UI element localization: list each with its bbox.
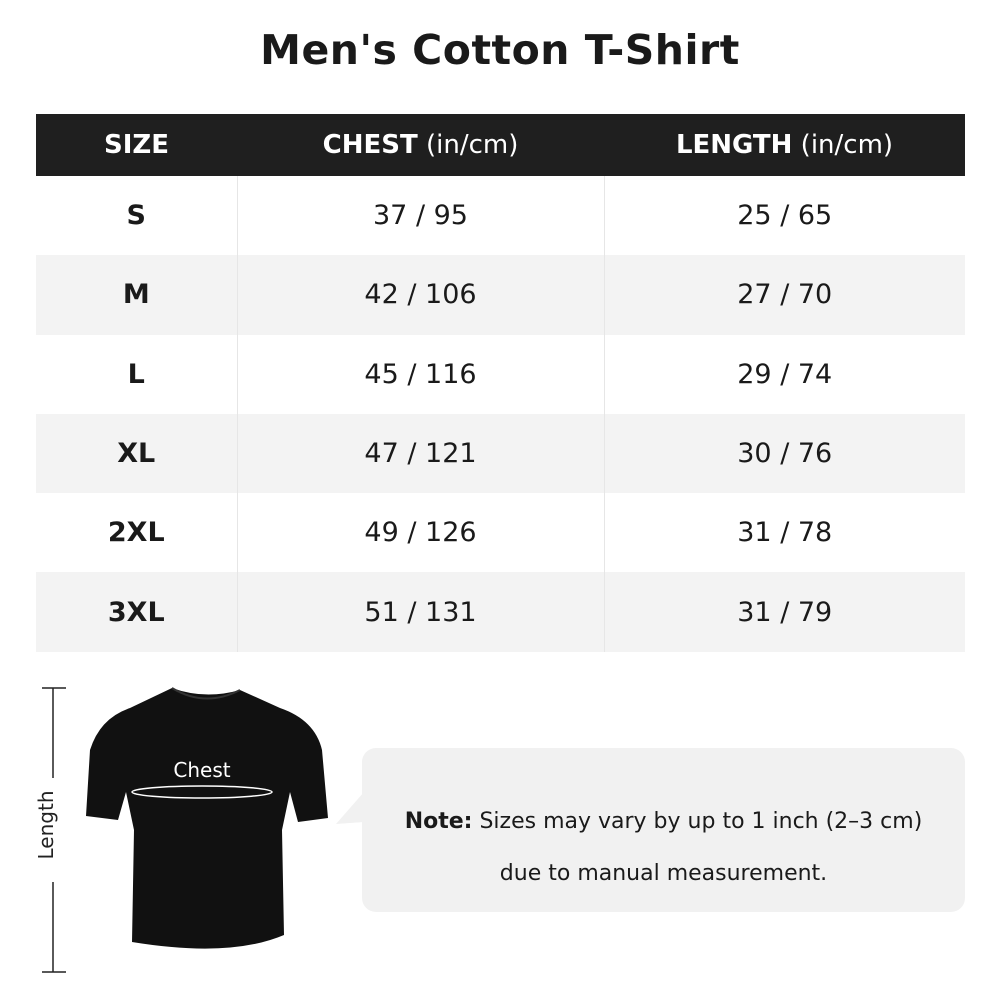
cell-size: S bbox=[36, 176, 238, 256]
cell-chest: 45 / 116 bbox=[237, 334, 605, 414]
header-size: SIZE bbox=[36, 114, 237, 176]
length-ruler: Length bbox=[34, 687, 66, 973]
cell-length: 31 / 78 bbox=[737, 517, 833, 549]
cell-chest: 51 / 131 bbox=[237, 572, 605, 652]
page-title: Men's Cotton T-Shirt bbox=[260, 26, 740, 74]
length-label: Length bbox=[34, 791, 58, 860]
cell-size: M bbox=[36, 255, 238, 335]
table-row: 3XL 51 / 131 31 / 79 bbox=[36, 572, 965, 652]
table-header-row: SIZE CHEST (in/cm) LENGTH (in/cm) bbox=[36, 114, 965, 176]
chest-label: Chest bbox=[173, 758, 230, 782]
cell-chest: 37 / 95 bbox=[237, 176, 605, 256]
cell-size: L bbox=[36, 334, 238, 414]
cell-chest: 47 / 121 bbox=[237, 413, 605, 494]
cell-length: 30 / 76 bbox=[604, 413, 965, 494]
speech-tail bbox=[336, 792, 364, 824]
header-chest: CHEST (in/cm) bbox=[237, 114, 604, 176]
cell-length: 25 / 65 bbox=[737, 200, 833, 232]
note-box: Note: Sizes may vary by up to 1 inch (2–… bbox=[362, 748, 965, 912]
header-length: LENGTH (in/cm) bbox=[604, 114, 965, 176]
cell-length: 27 / 70 bbox=[604, 255, 965, 335]
table-row: L 45 / 116 29 / 74 bbox=[36, 334, 965, 414]
cell-size: 2XL bbox=[36, 493, 238, 573]
tshirt-icon bbox=[86, 688, 328, 949]
note-line-2: due to manual measurement. bbox=[499, 861, 828, 886]
cell-length: 29 / 74 bbox=[737, 358, 833, 390]
tshirt-diagram: Length Chest bbox=[34, 687, 328, 973]
chest-measure-icon bbox=[131, 785, 273, 799]
cell-size: 3XL bbox=[36, 572, 238, 652]
table-row: XL 47 / 121 30 / 76 bbox=[36, 413, 965, 494]
cell-chest: 49 / 126 bbox=[237, 493, 605, 573]
table-row: 2XL 49 / 126 31 / 78 bbox=[36, 493, 965, 573]
size-chart-table: SIZE CHEST (in/cm) LENGTH (in/cm) S 37 / … bbox=[36, 114, 965, 652]
cell-chest: 42 / 106 bbox=[237, 255, 605, 335]
note-line-1: Note: Sizes may vary by up to 1 inch (2–… bbox=[404, 809, 923, 834]
table-row: M 42 / 106 27 / 70 bbox=[36, 255, 965, 335]
cell-size: XL bbox=[36, 413, 238, 494]
table-row: S 37 / 95 25 / 65 bbox=[36, 176, 965, 256]
cell-length: 31 / 79 bbox=[604, 572, 965, 652]
